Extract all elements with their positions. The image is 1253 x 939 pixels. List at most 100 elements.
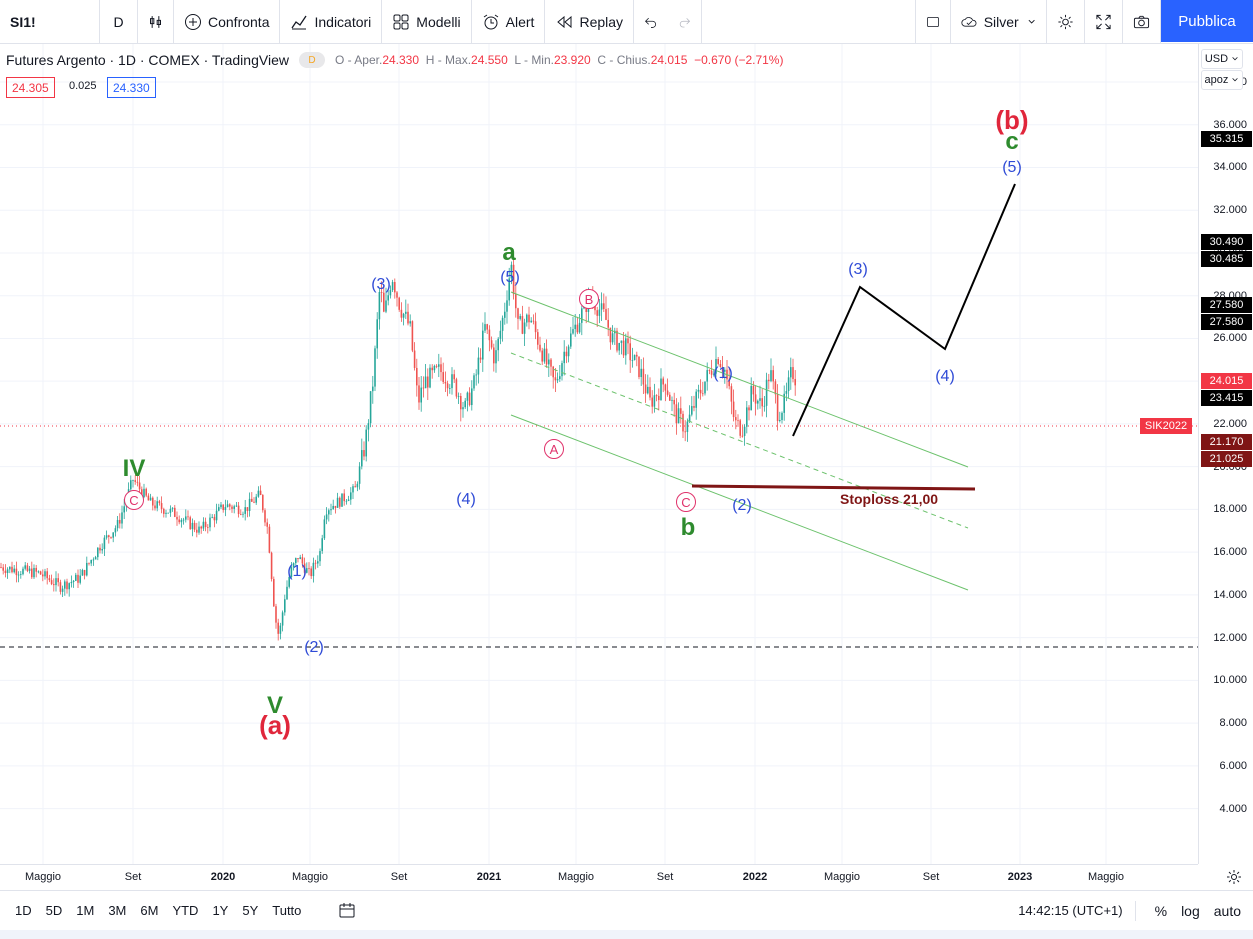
bid-price-box[interactable]: 24.305 [6,77,55,98]
range-button-tutto[interactable]: Tutto [272,903,302,918]
undo-button[interactable] [634,0,668,44]
candle-body [409,321,411,324]
candle-body [576,324,579,333]
wave-2-label-early: (2) [304,639,324,656]
candle-body [365,429,367,457]
candle-body [407,311,409,324]
candle-body [391,282,394,291]
settings-button[interactable] [1047,0,1085,44]
scale-selector[interactable]: apoz [1201,70,1243,90]
candle-body [147,495,150,501]
channel-mid-line[interactable] [510,352,969,529]
symbol-search-button[interactable]: SI1! [0,0,100,44]
symbol-title[interactable]: Futures Argento · 1D · COMEX · TradingVi… [6,52,289,68]
candle-body [479,357,482,360]
candle-body [721,367,724,372]
range-button-3m[interactable]: 3M [108,903,127,918]
candle-body [440,364,442,373]
replay-label: Replay [579,13,624,30]
alert-button[interactable]: Alert [472,0,546,44]
interval-button[interactable]: D [100,0,138,44]
candle-body [288,576,290,587]
candle-body [473,375,475,389]
range-button-1y[interactable]: 1Y [212,903,229,918]
chart-pane[interactable]: Stoploss 21,00 IV C V (a) (1) (2) (3) (4… [0,44,1198,864]
currency-label: USD [1204,53,1229,65]
candle-body [244,507,246,514]
candle-body [563,351,565,364]
candle-body [251,498,253,502]
candle-body [321,538,323,552]
range-button-5d[interactable]: 5D [45,903,63,918]
ask-price-box[interactable]: 24.330 [107,77,156,98]
currency-selector[interactable]: USD [1201,49,1243,69]
gear-icon[interactable] [1226,869,1242,885]
projection-path[interactable] [792,183,1016,437]
candle-body [781,412,783,421]
candle-body [350,492,352,500]
candle-body [666,390,669,395]
replay-button[interactable]: Replay [545,0,635,44]
wave-a-label: a [502,239,516,266]
snapshot-button[interactable] [1123,0,1161,44]
candle-body [231,506,233,509]
fullscreen-button[interactable] [1085,0,1123,44]
candle-body [517,308,519,319]
range-button-ytd[interactable]: YTD [172,903,199,918]
channel-upper-line[interactable] [510,291,969,468]
log-toggle[interactable]: log [1181,902,1200,919]
candle-body [88,562,90,564]
stoploss-line[interactable] [691,484,976,491]
price-tick-label: 34.000 [1213,161,1247,174]
percent-toggle[interactable]: % [1154,902,1168,919]
candlestick-series[interactable] [0,258,796,641]
candle-body [774,381,777,395]
candle-body [171,507,174,509]
candle-body [229,504,231,507]
publish-button[interactable]: Pubblica [1161,0,1253,42]
range-button-1m[interactable]: 1M [76,903,95,918]
candle-body [754,394,757,404]
range-button-5y[interactable]: 5Y [242,903,259,918]
candle-body [2,567,4,571]
auto-toggle[interactable]: auto [1213,902,1241,919]
change-value: −0.670 (−2.71%) [694,53,784,67]
candle-body [761,398,763,407]
price-axis-badge: 21.025 [1201,450,1252,467]
alarm-clock-icon [483,14,498,29]
candle-body [686,421,689,432]
candle-body [620,340,623,343]
layout-menu-button[interactable]: Silver [951,0,1047,44]
candle-body [519,316,521,319]
candle-body [24,565,26,569]
clock-timezone[interactable]: 14:42:15 (UTC+1) [1018,903,1123,918]
redo-button[interactable] [668,0,703,44]
price-axis[interactable]: 38.00036.00034.00032.00030.00028.00026.0… [1198,44,1253,864]
range-button-1d[interactable]: 1D [15,903,32,918]
time-axis[interactable]: Maggio Set 2020 Maggio Set 2021 Maggio Set 2022 M… [0,864,1241,890]
compare-button[interactable]: Confronta [174,0,281,44]
alert-label: Alert [505,13,535,30]
calendar-range-icon[interactable] [338,902,356,920]
channel-lower-line[interactable] [510,414,969,591]
candle-body [622,340,625,356]
candle-body [653,395,656,407]
candle-body [570,333,572,347]
candle-body [468,392,471,406]
indicators-button[interactable]: Indicatori [280,0,383,44]
data-source-badge[interactable]: D [298,52,325,68]
grid-icon [393,14,409,29]
price-axis-badge: 27.580 [1201,296,1252,313]
chart-type-button[interactable] [138,0,174,44]
candle-body [677,408,680,424]
candle-body [130,480,132,490]
templates-button[interactable]: Modelli [382,0,472,44]
price-chart[interactable]: Stoploss 21,00 IV C V (a) (1) (2) (3) (4… [0,44,1198,864]
candle-body [631,360,634,361]
chart-legend: Futures Argento · 1D · COMEX · TradingVi… [6,52,783,68]
fullscreen-layout-button[interactable] [915,0,951,44]
range-button-6m[interactable]: 6M [140,903,159,918]
indicators-icon [291,15,308,29]
time-tick-label: 2023 [1007,871,1033,883]
candle-body [37,571,40,573]
